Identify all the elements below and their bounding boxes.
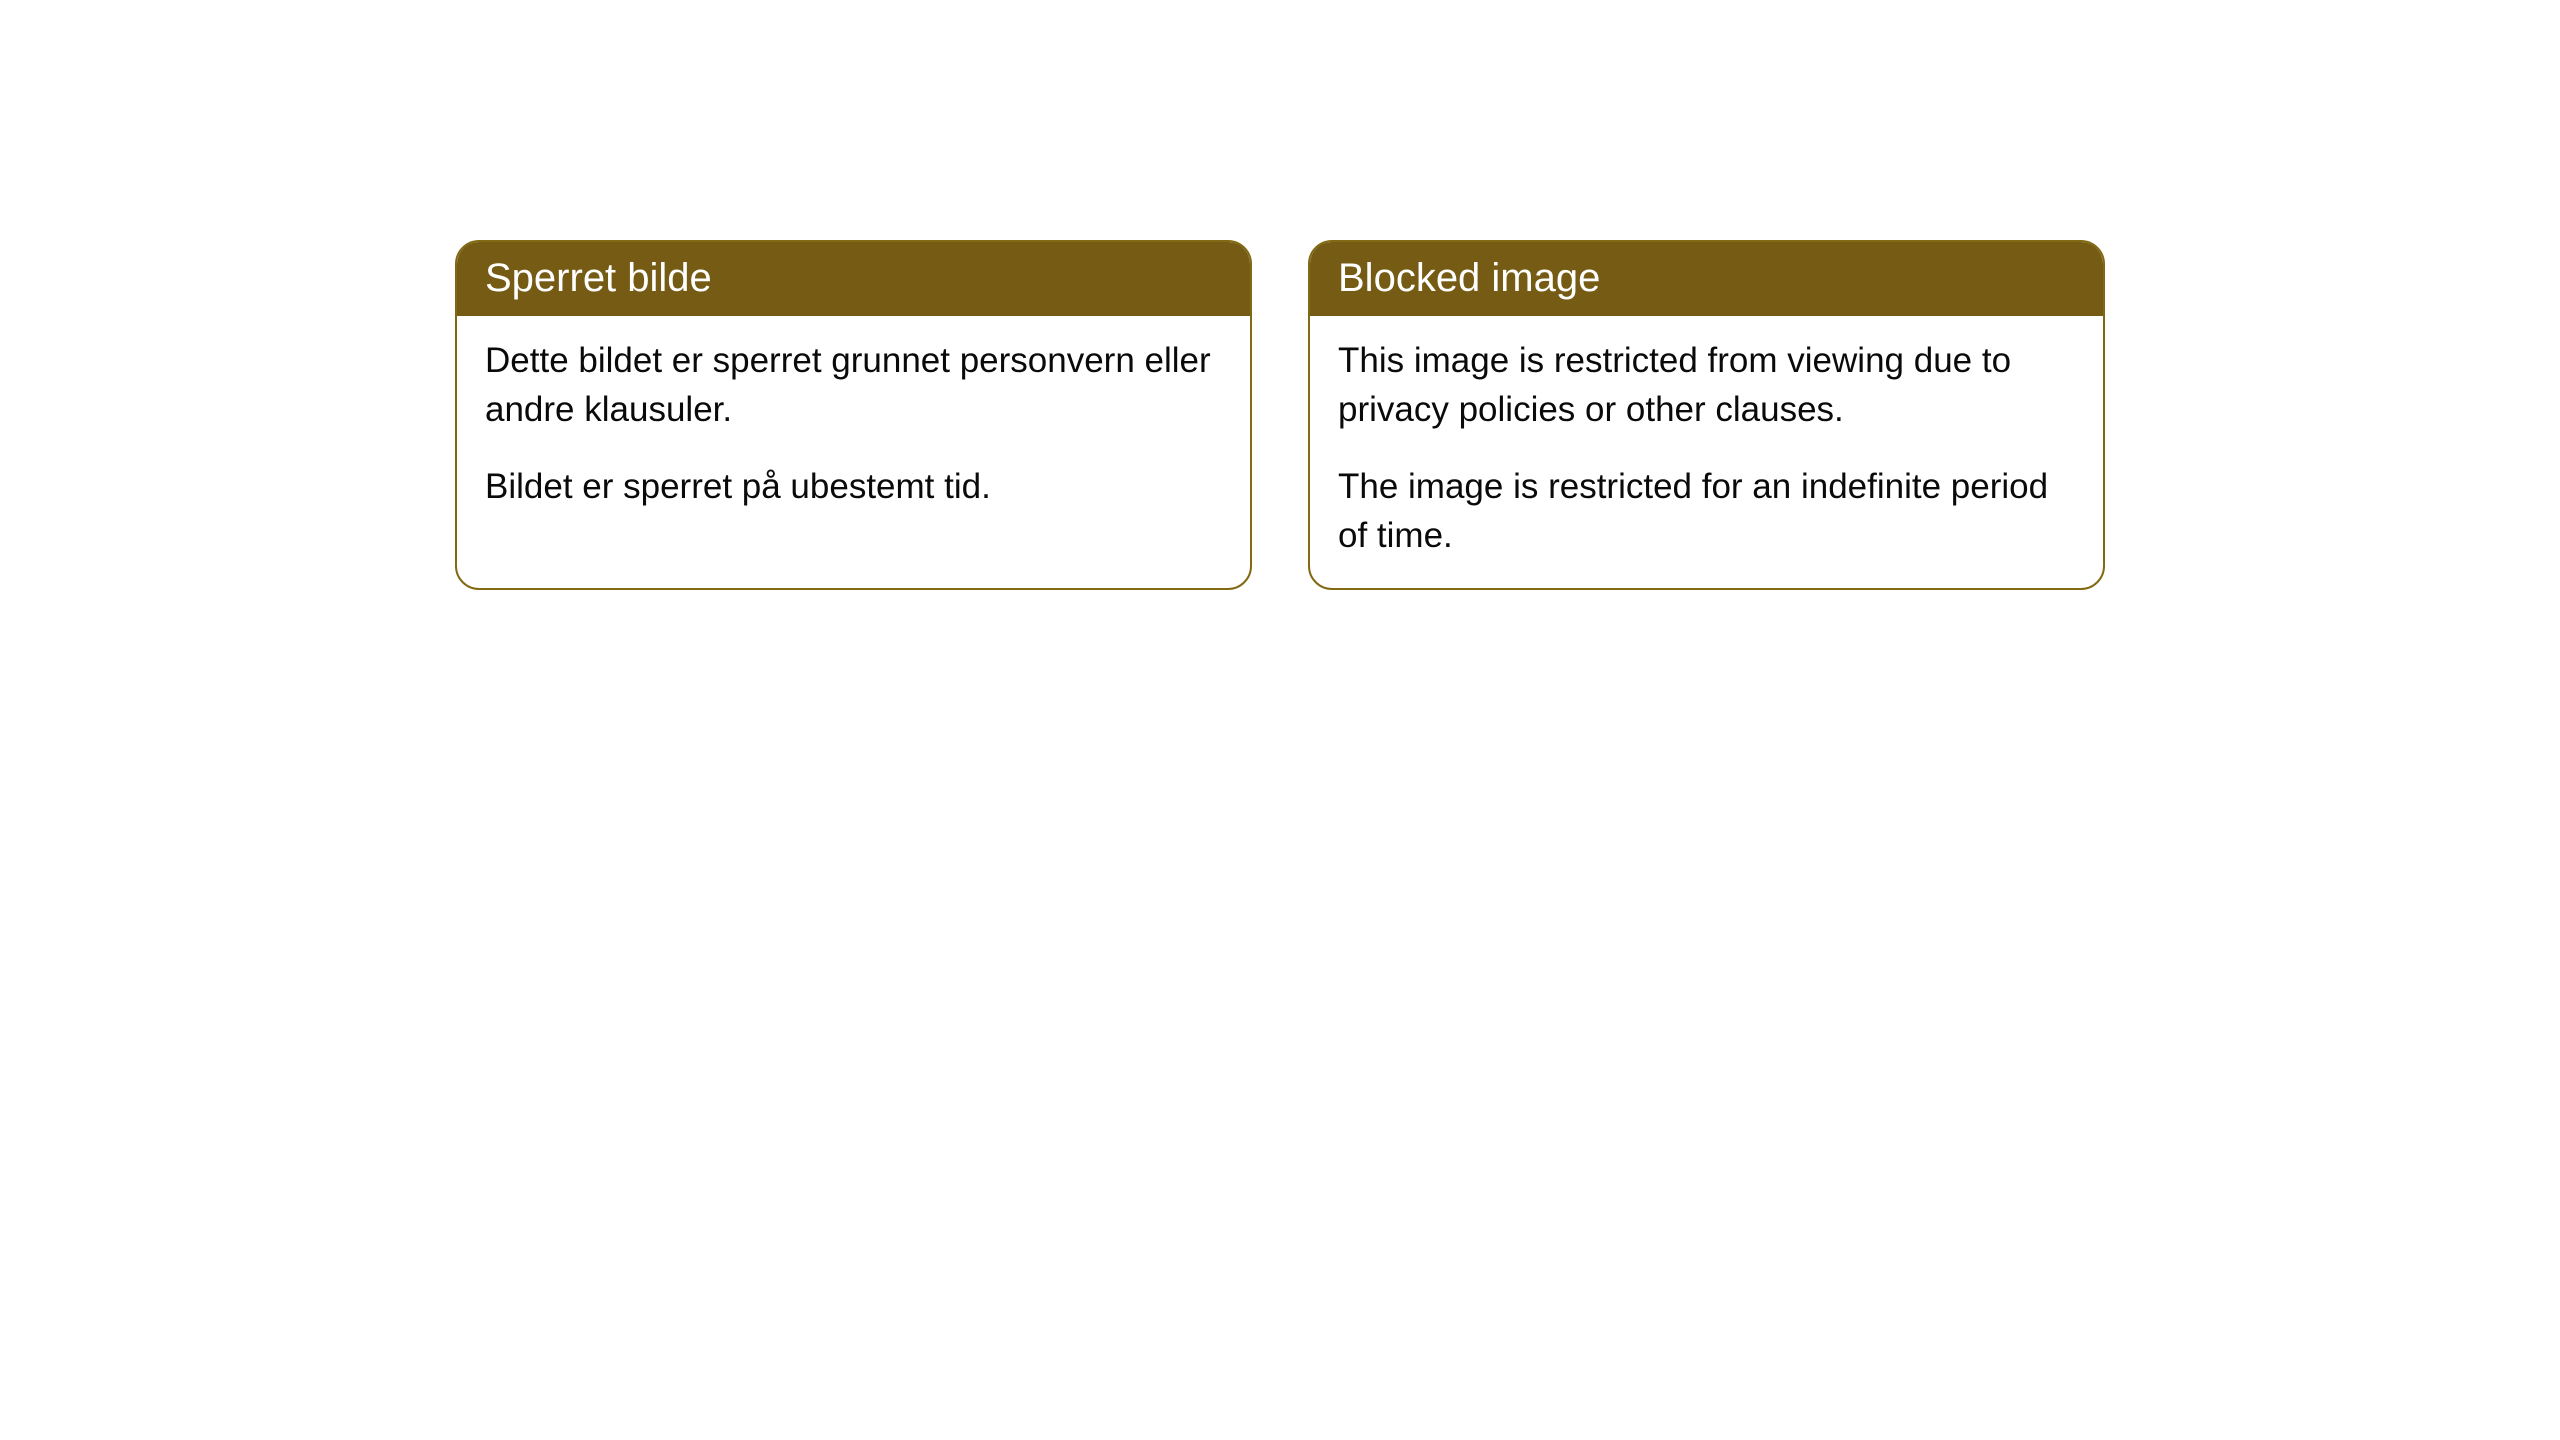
- card-body: This image is restricted from viewing du…: [1310, 316, 2103, 588]
- notice-cards-container: Sperret bilde Dette bildet er sperret gr…: [455, 240, 2105, 590]
- card-header: Sperret bilde: [457, 242, 1250, 316]
- card-paragraph: Bildet er sperret på ubestemt tid.: [485, 462, 1222, 511]
- notice-card-norwegian: Sperret bilde Dette bildet er sperret gr…: [455, 240, 1252, 590]
- card-header: Blocked image: [1310, 242, 2103, 316]
- card-body: Dette bildet er sperret grunnet personve…: [457, 316, 1250, 539]
- notice-card-english: Blocked image This image is restricted f…: [1308, 240, 2105, 590]
- card-paragraph: This image is restricted from viewing du…: [1338, 336, 2075, 434]
- card-paragraph: Dette bildet er sperret grunnet personve…: [485, 336, 1222, 434]
- card-paragraph: The image is restricted for an indefinit…: [1338, 462, 2075, 560]
